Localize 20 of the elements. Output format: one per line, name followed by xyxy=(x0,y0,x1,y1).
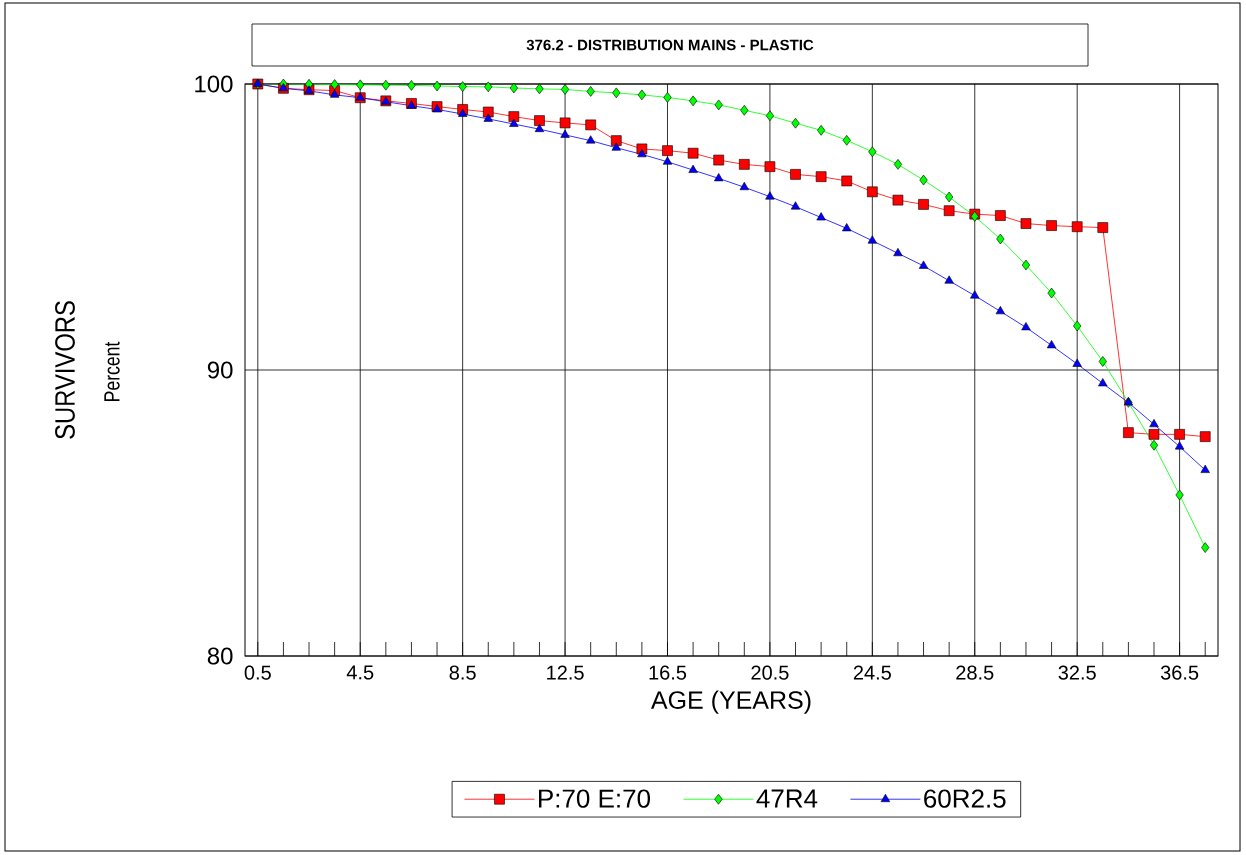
x-tick-label: 28.5 xyxy=(956,665,994,680)
y-tick-label: 90 xyxy=(207,361,233,379)
x-tick-label: 16.5 xyxy=(649,665,687,680)
legend-label: 47R4 xyxy=(756,789,818,808)
x-tick-label: 20.5 xyxy=(751,665,789,680)
x-tick-label: 0.5 xyxy=(244,665,271,680)
x-axis-title: AGE (YEARS) xyxy=(650,690,811,714)
chart-title: 376.2 - DISTRIBUTION MAINS - PLASTIC xyxy=(526,39,814,51)
y-tick-label: 100 xyxy=(195,75,233,93)
y-axis-title: SURVIVORS xyxy=(55,301,75,439)
x-tick-label: 24.5 xyxy=(853,665,891,680)
x-tick-label: 36.5 xyxy=(1160,665,1199,680)
legend-label: P:70 E:70 xyxy=(539,789,651,808)
text: Percent xyxy=(104,341,120,401)
x-tick-label: 8.5 xyxy=(449,665,476,680)
x-tick-label: 12.5 xyxy=(547,665,584,680)
y-tick-label: 80 xyxy=(207,647,233,665)
x-tick-label: 4.5 xyxy=(346,665,374,680)
legend-label: 60R2.5 xyxy=(924,789,1006,808)
x-tick-label: 32.5 xyxy=(1058,665,1096,680)
